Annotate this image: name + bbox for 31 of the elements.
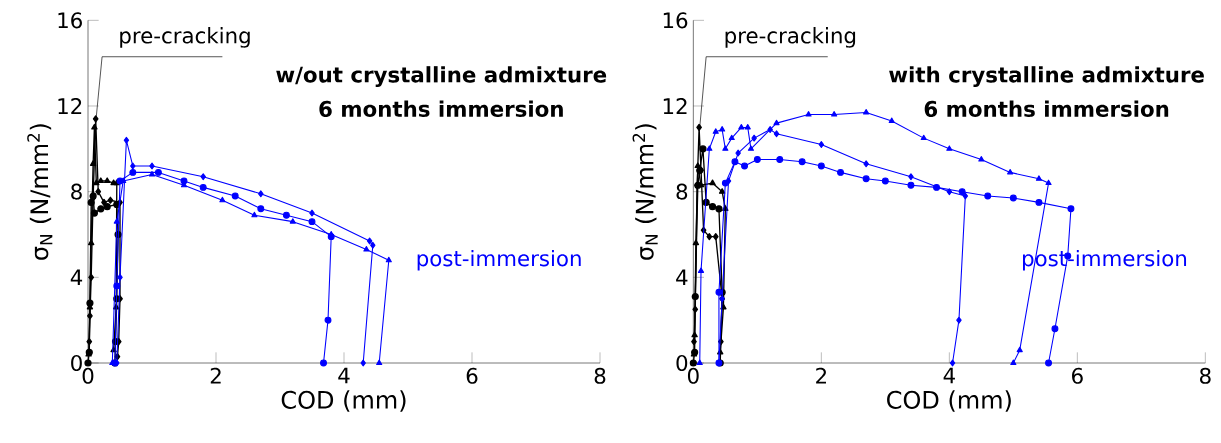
x-tick-label: 0: [82, 367, 94, 384]
text: 6 months immersion: [924, 100, 1169, 117]
y-tick-label: 4: [70, 269, 83, 286]
annotation: post-immersion: [417, 249, 581, 271]
y-tick-label: 8: [71, 183, 82, 200]
x-tick-label: 6: [1072, 367, 1083, 384]
x-tick-label: 2: [210, 367, 221, 384]
y-tick-label: 0: [71, 354, 82, 372]
y-axis-title: σ$_{N}$ (N/mm$^{2}$): [632, 124, 658, 260]
x-tick-label: 6: [466, 367, 478, 384]
y-tick-label: 12: [663, 98, 687, 114]
text: 6 months immersion: [319, 100, 563, 117]
y-tick-label: 16: [58, 12, 82, 29]
x-tick-label: 8: [594, 367, 606, 384]
annotation: pre-cracking: [725, 27, 856, 48]
y-tick-label: 8: [676, 183, 688, 200]
y-axis-title: σ$_{N}$ (N/mm$^{2}$): [27, 124, 53, 260]
x-tick-label: 0: [687, 367, 699, 384]
text: with crystalline admixture: [889, 66, 1204, 87]
x-tick-label: 2: [816, 367, 826, 384]
x-tick-label: 4: [943, 367, 955, 384]
x-tick-label: 8: [1200, 367, 1211, 384]
x-tick-label: 4: [338, 367, 350, 384]
x-axis-title: COD (mm): [281, 390, 406, 412]
x-axis-title: COD (mm): [887, 390, 1011, 412]
y-tick-label: 4: [676, 269, 688, 286]
y-tick-label: 0: [676, 354, 688, 372]
y-tick-label: 16: [663, 12, 688, 29]
y-tick-label: 12: [58, 98, 82, 114]
text: w/out crystalline admixture: [276, 66, 607, 87]
annotation: pre-cracking: [120, 27, 250, 48]
